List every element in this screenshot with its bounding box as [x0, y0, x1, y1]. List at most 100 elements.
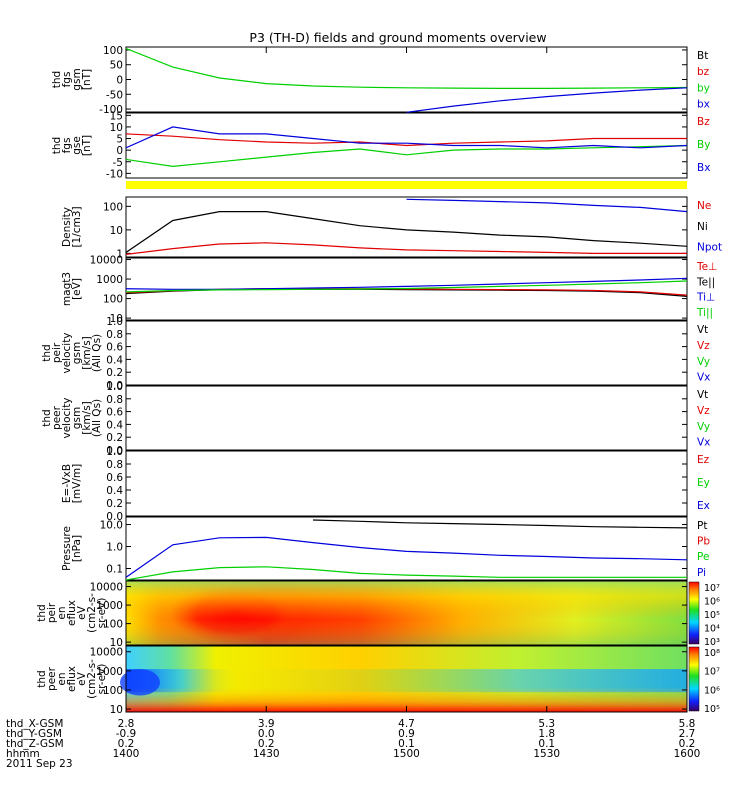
- panel-frame: [125, 320, 688, 386]
- y-tick-label: -5: [113, 157, 123, 169]
- colorbar: [688, 646, 700, 712]
- quality-flag-bar: [126, 181, 687, 189]
- series-line-bx: [406, 87, 688, 113]
- y-tick-label: 0.0: [106, 380, 123, 392]
- ephemeris-value: 5.8: [679, 718, 696, 730]
- legend-entry: Npot: [697, 242, 722, 254]
- legend-entry: Ey: [697, 477, 710, 489]
- y-tick-label: 100: [103, 619, 123, 631]
- ephemeris-value: 2.8: [118, 718, 135, 730]
- y-axis-label: [km/s]: [81, 401, 93, 435]
- y-axis-label: Density: [61, 207, 73, 247]
- y-tick-label: 10000: [90, 582, 123, 594]
- y-tick-label: 10000: [90, 647, 123, 659]
- colorbar-label: 10⁵: [704, 704, 720, 715]
- legend-entry: Pi: [697, 567, 706, 579]
- legend-entry: Pb: [697, 536, 710, 548]
- y-axis-label: thd: [36, 670, 48, 687]
- y-tick-label: 0.2: [106, 367, 123, 379]
- spectrogram-electron-blue-spot: [120, 669, 160, 696]
- y-tick-label: 1000: [96, 600, 123, 612]
- y-axis-label: thd: [36, 604, 48, 621]
- y-axis-label: fgs: [61, 138, 73, 154]
- panel-pressure: 10.0 1.0 0.1 Pressure[nPa] Pt Pb Pe Pi: [61, 516, 710, 581]
- ephemeris-value: 1530: [533, 748, 560, 760]
- y-tick-label: 0.6: [106, 472, 123, 484]
- y-tick-label: 1.0: [106, 446, 123, 458]
- ephemeris-label: 2011 Sep 23: [6, 758, 73, 770]
- colorbar: [688, 581, 700, 645]
- y-tick-label: 100: [103, 685, 123, 697]
- y-axis-label: en: [56, 672, 68, 685]
- ephemeris-label: thd_Z-GSM: [6, 738, 64, 750]
- y-axis-label: peir: [46, 602, 58, 623]
- y-tick-label: 1.0: [106, 542, 123, 554]
- ephemeris-value: 4.7: [398, 718, 415, 730]
- y-axis-label: peer: [51, 405, 63, 430]
- legend-entry: Pe: [697, 551, 709, 563]
- y-axis-label: thd: [51, 137, 63, 154]
- panel-frame: [125, 580, 688, 646]
- y-tick-label: 10.0: [100, 520, 123, 532]
- legend-entry: By: [697, 139, 710, 151]
- ephemeris-value: 0.2: [118, 738, 135, 750]
- y-axis-label: sr-eV): [96, 664, 108, 695]
- y-tick-label: 0.6: [106, 407, 123, 419]
- y-tick-label: 0.4: [106, 419, 123, 431]
- ephemeris-value: 0.2: [258, 738, 275, 750]
- y-axis-label: eflux: [66, 666, 78, 692]
- y-axis-label: magt3: [61, 272, 73, 306]
- y-tick-label: 0.8: [106, 329, 123, 341]
- y-axis-label: gsm: [71, 407, 83, 429]
- y-axis-label: (All Qs): [91, 399, 103, 437]
- legend-entry: Te||: [696, 276, 715, 288]
- y-axis-label: [mV/m]: [71, 464, 83, 503]
- y-tick-label: 0.2: [106, 432, 123, 444]
- panel-temps: 10000 1000 100 10 magt3[eV] Te⊥ Te|| Ti⊥ Ti||: [61, 255, 717, 326]
- y-axis-label: fgs: [61, 72, 73, 88]
- legend-entry: Te⊥: [696, 261, 717, 273]
- y-tick-label: 1.0: [106, 381, 123, 393]
- y-axis-label: [nT]: [81, 135, 93, 156]
- series-line-Pe: [125, 566, 687, 581]
- ephemeris-label: thd_Y-GSM: [6, 728, 62, 740]
- colorbar-label: 10⁴: [704, 624, 720, 635]
- colorbar-label: 10⁷: [704, 667, 720, 678]
- series-line-Bx: [125, 126, 688, 149]
- y-tick-label: 100: [103, 45, 123, 57]
- ephemeris-label: hhmm: [6, 748, 40, 760]
- colorbar-label: 10⁸: [704, 648, 720, 659]
- panel-peer-vel: 1.00.80.60.40.20.0thdpeervelocitygsm[km/…: [41, 381, 710, 457]
- series-line-Ti: [125, 280, 688, 293]
- series-line-By: [125, 144, 688, 168]
- y-tick-label: 0: [116, 75, 123, 87]
- y-tick-label: 0.6: [106, 342, 123, 354]
- y-tick-label: 0.0: [106, 445, 123, 457]
- y-axis-label: eflux: [66, 600, 78, 626]
- series-line-Ni: [125, 211, 688, 253]
- y-axis-label: [nT]: [81, 69, 93, 90]
- ephemeris-value: -0.9: [116, 728, 137, 740]
- colorbar-label: 10⁷: [704, 583, 720, 594]
- ephemeris-label: thd_X-GSM: [6, 718, 63, 730]
- ephemeris-value: 3.9: [258, 718, 275, 730]
- y-tick-label: 0.8: [106, 394, 123, 406]
- colorbar-label: 10⁵: [704, 610, 720, 621]
- y-tick-label: 15: [110, 110, 123, 122]
- panel-frame: [125, 46, 688, 113]
- legend-entry: Vx: [697, 437, 710, 449]
- y-tick-label: 1: [116, 248, 123, 260]
- y-tick-label: 5: [116, 134, 123, 146]
- panel-frame: [125, 385, 688, 451]
- legend-entry: Bx: [697, 162, 710, 174]
- legend-entry: by: [697, 82, 710, 94]
- spectrogram-ion-overlay: [126, 581, 687, 645]
- series-line-Bz: [125, 133, 687, 147]
- legend-entry: Ex: [697, 500, 710, 512]
- y-axis-label: peir: [51, 342, 63, 363]
- panel-density: 100 10 1 Density[1/cm3] Ne Ni Npot: [61, 196, 722, 260]
- y-axis-label: [1/cm3]: [71, 206, 83, 247]
- legend-entry: Vy: [697, 421, 710, 433]
